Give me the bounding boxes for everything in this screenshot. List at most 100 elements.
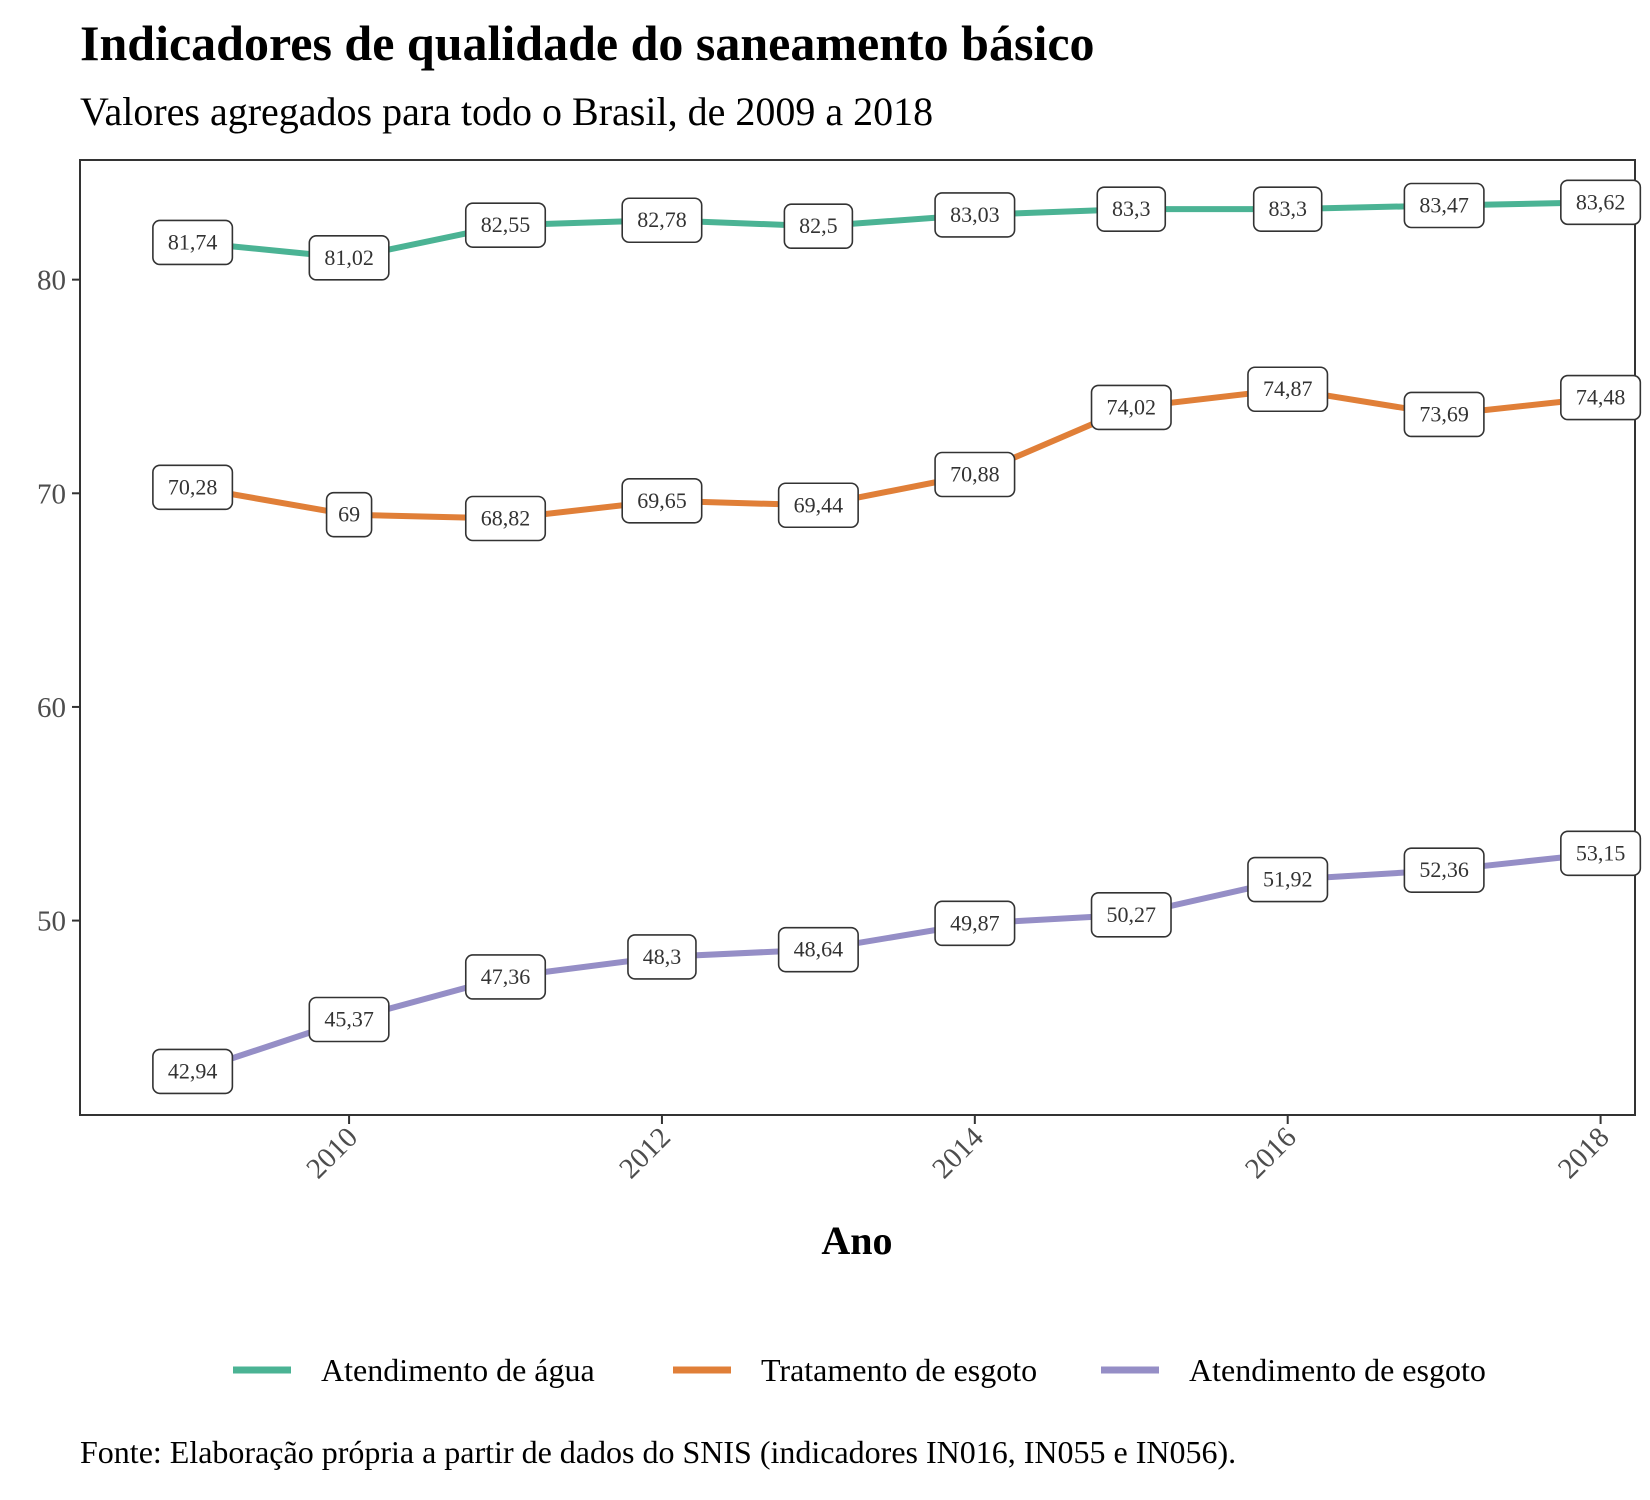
data-label-atendimento-de-agua-2014: 83,03 [934,192,1016,238]
data-label-text: 69,44 [794,492,844,517]
data-label-text: 69 [338,502,360,527]
data-label-atendimento-de-agua-2015: 83,3 [1096,186,1167,232]
data-label-text: 69,65 [637,488,687,513]
chart-title: Indicadores de qualidade do saneamento b… [80,15,1095,71]
data-label-text: 74,48 [1576,385,1626,410]
y-tick-label-70: 70 [37,478,66,510]
data-label-text: 51,92 [1263,867,1313,892]
data-label-box [1560,374,1642,421]
data-label-text: 53,15 [1576,840,1626,865]
data-label-box [1560,179,1642,226]
x-tick-label-2018: 2018 [1552,1121,1616,1185]
data-label-text: 70,28 [168,474,218,499]
data-label-box [627,934,697,980]
source-caption: Fonte: Elaboração própria a partir de da… [80,1434,1237,1470]
data-label-tratamento-de-esgoto-2013: 69,44 [777,482,859,529]
data-label-atendimento-de-esgoto-2013: 48,64 [777,926,859,973]
data-label-text: 82,55 [481,212,531,237]
data-label-atendimento-de-esgoto-2010: 45,37 [308,996,390,1043]
data-label-text: 73,69 [1419,401,1469,426]
data-label-tratamento-de-esgoto-2017: 73,69 [1403,391,1485,438]
data-label-text: 74,02 [1107,394,1157,419]
y-tick-label-50: 50 [37,906,66,938]
data-label-atendimento-de-esgoto-2018: 53,15 [1560,830,1642,877]
x-axis-title: Ano [821,1218,892,1263]
data-label-box [934,451,1016,498]
x-tick-label-2010: 2010 [300,1121,364,1185]
data-label-box [152,1048,234,1095]
data-label-box [777,926,859,973]
x-tick-label-2016: 2016 [1239,1121,1303,1185]
data-label-text: 50,27 [1107,902,1157,927]
x-axis: 2010 2012 2014 2016 2018 [300,1115,1616,1185]
data-label-atendimento-de-agua-2016: 83,3 [1252,186,1323,232]
legend-item-atendimento-de-agua: Atendimento de água [233,1352,595,1388]
data-label-atendimento-de-esgoto-2011: 47,36 [464,954,547,1000]
data-label-atendimento-de-agua-2013: 82,5 [783,203,854,250]
series-line-tratamento-de-esgoto [192,386,1601,522]
data-label-atendimento-de-agua-2017: 83,47 [1403,182,1485,229]
data-label-box [325,491,373,538]
x-tick-label-2012: 2012 [613,1121,677,1185]
data-label-atendimento-de-agua-2012: 82,78 [621,197,703,244]
data-label-text: 45,37 [324,1007,374,1032]
data-label-box [1403,182,1485,229]
data-label-text: 48,64 [794,937,844,962]
data-label-tratamento-de-esgoto-2018: 74,48 [1560,374,1642,421]
line-chart: 50 60 70 80 2010 2012 2014 2016 2018 81,74 81,02… [37,159,1642,1388]
data-label-box [1252,186,1323,232]
data-label-atendimento-de-esgoto-2015: 50,27 [1090,892,1172,938]
data-label-box [1247,856,1329,903]
data-label-text: 74,87 [1263,376,1313,401]
data-label-tratamento-de-esgoto-2015: 74,02 [1090,384,1172,431]
data-label-tratamento-de-esgoto-2010: 69 [325,491,373,538]
legend: Atendimento de água Tratamento de esgoto A… [233,1352,1486,1388]
data-label-box [1096,186,1167,232]
data-label-atendimento-de-esgoto-2017: 52,36 [1403,847,1485,893]
data-label-box [1403,391,1485,438]
data-label-tratamento-de-esgoto-2011: 68,82 [464,495,547,542]
data-label-box [1090,892,1172,938]
series-line-atendimento-de-esgoto [191,850,1601,1075]
data-label-atendimento-de-esgoto-2012: 48,3 [627,934,697,980]
chart-subtitle: Valores agregados para todo o Brasil, de… [80,89,934,134]
data-label-text: 81,74 [168,229,218,254]
data-label-text: 83,62 [1576,189,1626,214]
data-label-text: 47,36 [481,964,531,989]
data-label-atendimento-de-esgoto-2016: 51,92 [1247,856,1329,903]
data-label-atendimento-de-agua-2011: 82,55 [464,202,547,248]
data-label-box [934,900,1016,947]
data-label-box [621,197,703,244]
data-label-text: 81,02 [324,245,374,270]
data-label-text: 42,94 [168,1058,218,1083]
data-label-box [783,203,854,250]
data-label-box [308,235,390,281]
data-label-text: 49,87 [950,910,1000,935]
data-label-atendimento-de-esgoto-2009: 42,94 [152,1048,234,1095]
data-label-box [1247,366,1329,413]
data-label-text: 83,3 [1112,196,1151,221]
data-label-box [621,477,703,524]
data-label-tratamento-de-esgoto-2014: 70,88 [934,451,1016,498]
series-lines [191,199,1601,1075]
data-label-box [152,464,234,511]
legend-label-atendimento-de-agua: Atendimento de água [321,1352,595,1388]
data-label-text: 83,03 [950,202,1000,227]
data-label-box [308,996,390,1043]
y-tick-label-60: 60 [37,692,66,724]
data-label-atendimento-de-esgoto-2014: 49,87 [934,900,1016,947]
data-label-atendimento-de-agua-2018: 83,62 [1560,179,1642,226]
data-label-atendimento-de-agua-2010: 81,02 [308,235,390,281]
data-label-text: 83,3 [1268,196,1307,221]
data-label-text: 70,88 [950,461,1000,486]
data-label-box [1090,384,1172,431]
data-label-text: 82,78 [637,207,687,232]
data-label-box [777,482,859,529]
data-label-box [464,495,547,542]
series-line-atendimento-de-agua [192,199,1601,261]
data-label-text: 52,36 [1419,857,1469,882]
data-label-box [464,202,547,248]
x-tick-label-2014: 2014 [926,1121,990,1185]
plot-panel-border [79,159,1636,1116]
data-label-text: 68,82 [481,505,531,530]
